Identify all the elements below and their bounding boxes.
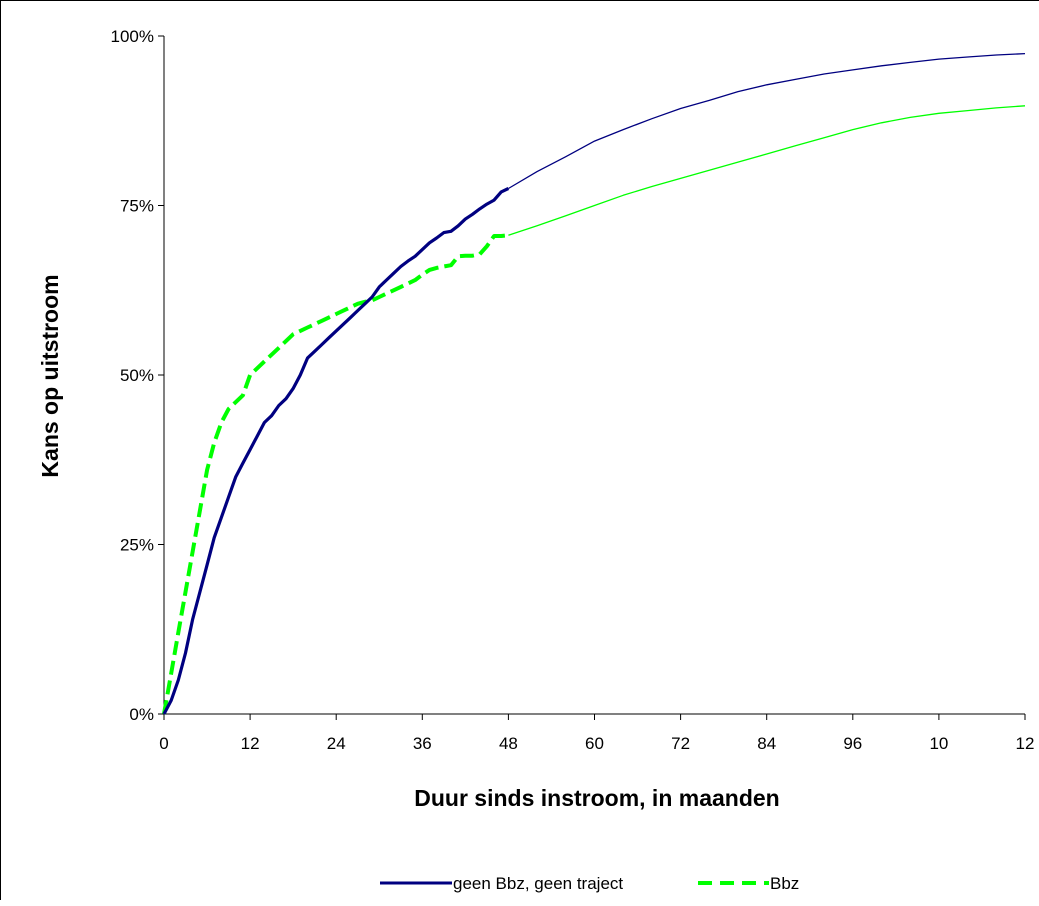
- y-axis-title: Kans op uitstroom: [37, 274, 63, 477]
- x-tick-label: 48: [499, 734, 518, 753]
- x-tick-label: 96: [843, 734, 862, 753]
- x-axis-title: Duur sinds instroom, in maanden: [414, 785, 779, 811]
- x-tick-label: 24: [327, 734, 346, 753]
- series-line-bbz-tail: [508, 105, 1026, 236]
- series-line-bbz: [162, 233, 509, 715]
- legend-label-geen-bbz: geen Bbz, geen traject: [453, 874, 623, 893]
- plot-area: 0% 25% 50% 75% 100% 0 12 24 36 48 60 72 84 96 10 12: [111, 27, 1035, 753]
- y-tick-label: 100%: [111, 27, 154, 46]
- x-tick-label: 12: [241, 734, 260, 753]
- x-tick-label: 10: [929, 734, 948, 753]
- y-tick-label: 25%: [120, 536, 154, 555]
- x-tick-label: 84: [757, 734, 776, 753]
- x-tick-label: 60: [585, 734, 604, 753]
- x-tick-label: 36: [413, 734, 432, 753]
- legend-label-bbz: Bbz: [770, 874, 799, 893]
- series-line-geen-bbz-tail: [508, 52, 1026, 190]
- x-tick-label: 72: [671, 734, 690, 753]
- x-tick-label: 12: [1016, 734, 1035, 753]
- x-axis-ticks: 0 12 24 36 48 60 72 84 96 10 12: [159, 714, 1034, 753]
- x-tick-label: 0: [159, 734, 168, 753]
- y-tick-label: 50%: [120, 366, 154, 385]
- series-lines: [162, 52, 1026, 715]
- y-tick-label: 0%: [129, 705, 154, 724]
- y-tick-label: 75%: [120, 197, 154, 216]
- series-line-geen-bbz: [162, 187, 510, 715]
- legend: geen Bbz, geen traject Bbz: [380, 874, 799, 893]
- y-axis-ticks: 0% 25% 50% 75% 100%: [111, 27, 164, 724]
